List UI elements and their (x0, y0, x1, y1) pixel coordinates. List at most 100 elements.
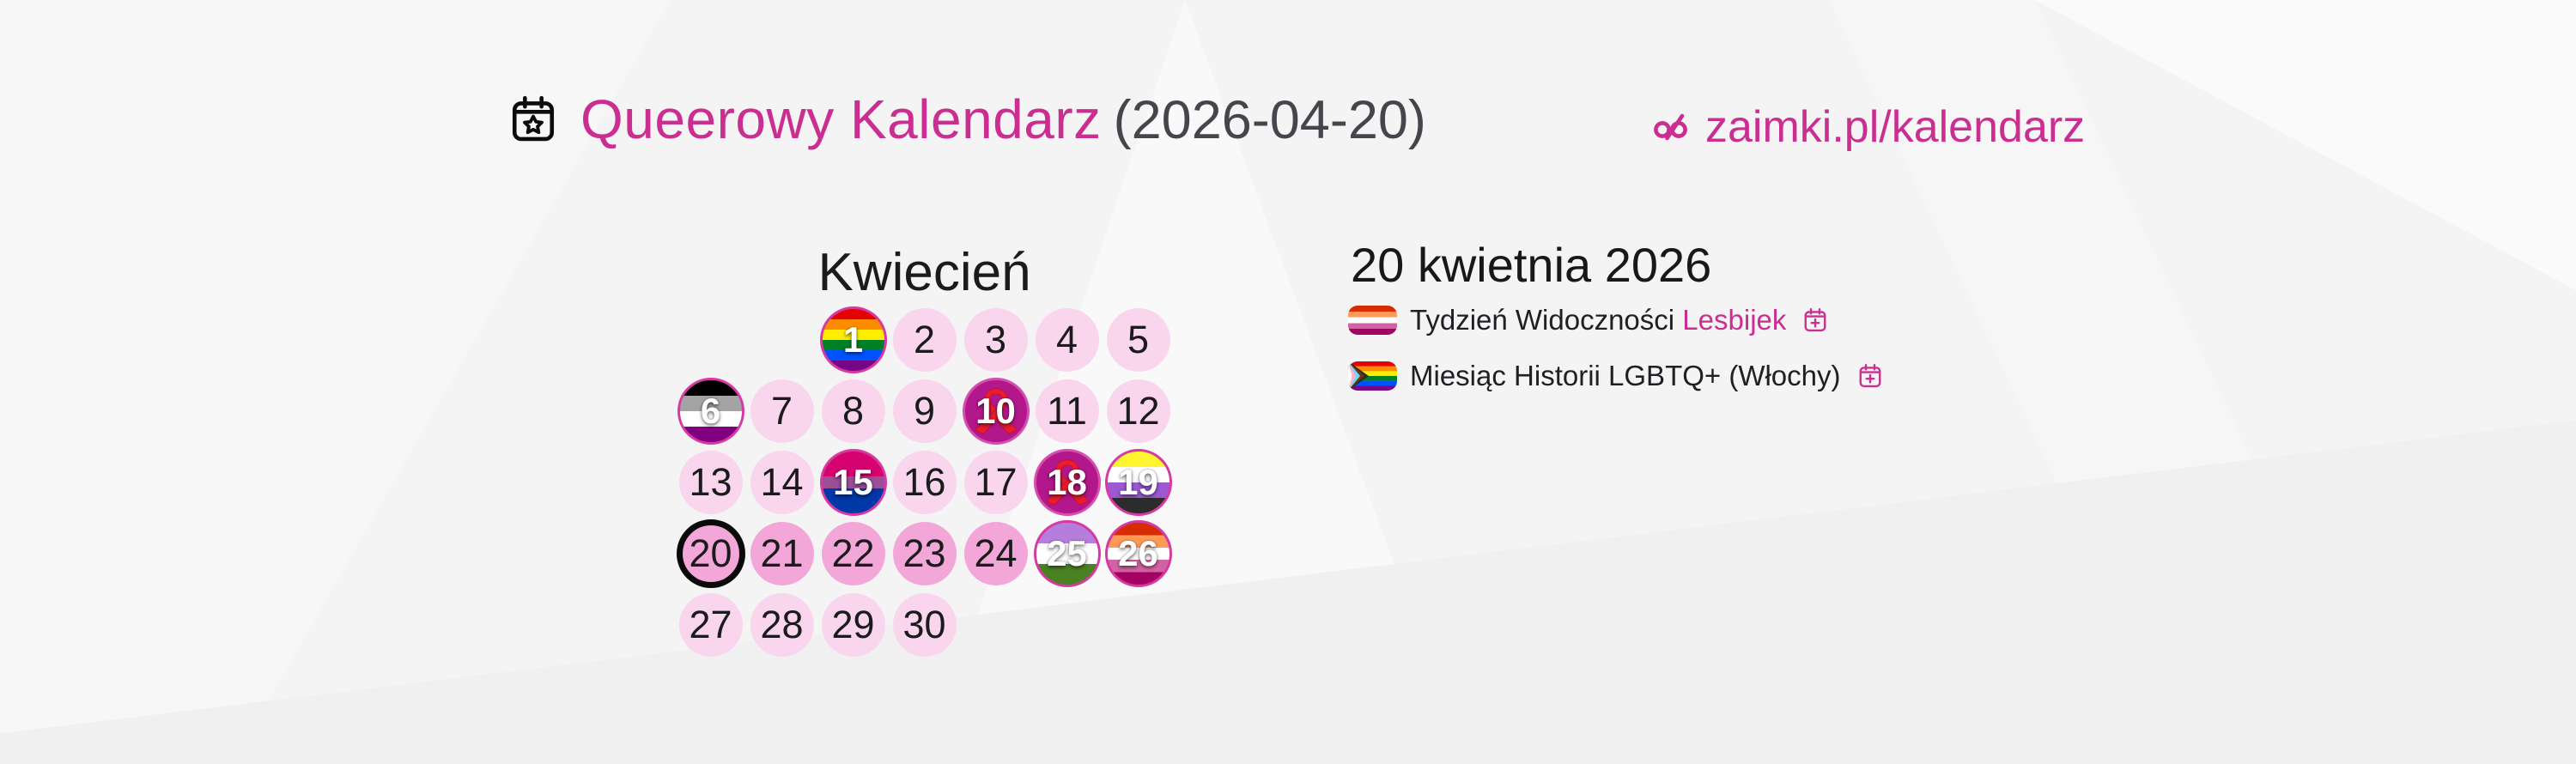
zaimki-logo-icon (1654, 113, 1687, 141)
month-title: Kwiecień (817, 243, 1031, 302)
page-title: Queerowy Kalendarz (2026-04-20) (580, 88, 1426, 151)
calendar-cell: 22 (817, 518, 889, 589)
day-13[interactable]: 13 (678, 450, 743, 514)
page-title-date: (2026-04-20) (1113, 90, 1426, 150)
site-link[interactable]: zaimki.pl/kalendarz (1652, 101, 2085, 153)
calendar-cell: 25 (1031, 518, 1103, 589)
day-2[interactable]: 2 (892, 307, 957, 372)
day-number: 5 (1127, 317, 1150, 361)
day-28[interactable]: 28 (750, 592, 814, 657)
calendar-cell: 19 (1103, 446, 1174, 518)
day-8[interactable]: 8 (821, 379, 885, 443)
day-number: 22 (831, 531, 875, 575)
day-15-bisexual-flag[interactable]: 15 (819, 448, 887, 516)
day-14[interactable]: 14 (750, 450, 814, 514)
calendar-cell: 27 (675, 589, 746, 660)
calendar-star-icon (512, 95, 555, 142)
day-4[interactable]: 4 (1035, 307, 1099, 372)
day-number: 29 (831, 602, 875, 646)
event-title: Miesiąc Historii LGBTQ+ (Włochy) (1410, 360, 1841, 391)
event-row: Tydzień Widoczności Lesbijek (1348, 304, 1883, 336)
lesbian-flag-icon (1348, 306, 1397, 335)
calendar-cell: 18 (1031, 446, 1103, 518)
site-link-text[interactable]: zaimki.pl/kalendarz (1705, 102, 2086, 152)
day-3[interactable]: 3 (963, 307, 1028, 372)
day-9[interactable]: 9 (892, 379, 957, 443)
day-number: 30 (902, 602, 946, 646)
day-number: 17 (974, 459, 1018, 504)
calendar-cell: 1 (817, 304, 889, 375)
event-title: Tydzień Widoczności Lesbijek (1410, 304, 1787, 336)
day-16[interactable]: 16 (892, 450, 957, 514)
day-17[interactable]: 17 (963, 450, 1028, 514)
day-number: 25 (1047, 532, 1087, 573)
calendar-cell: 24 (960, 518, 1031, 589)
calendar-cell: 14 (746, 446, 817, 518)
day-1-rainbow-flag[interactable]: 1 (819, 306, 887, 373)
day-29[interactable]: 29 (821, 592, 885, 657)
event-link[interactable]: Lesbijek (1682, 304, 1787, 336)
day-number: 3 (984, 317, 1007, 361)
calendar-cell: 29 (817, 589, 889, 660)
day-30[interactable]: 30 (892, 592, 957, 657)
calendar-cell: 4 (1031, 304, 1103, 375)
calendar-cell: 28 (746, 589, 817, 660)
page-title-text: Queerowy Kalendarz (580, 88, 1102, 150)
calendar-cell: 11 (1031, 375, 1103, 446)
event-row: Miesiąc Historii LGBTQ+ (Włochy) (1348, 360, 1883, 391)
selected-date-heading: 20 kwietnia 2026 (1351, 238, 1712, 292)
day-number: 11 (1047, 388, 1087, 433)
day-10-awareness-ribbon[interactable]: 10 (962, 377, 1030, 445)
day-number: 13 (689, 459, 732, 504)
day-23[interactable]: 23 (892, 521, 957, 585)
day-5[interactable]: 5 (1106, 307, 1170, 372)
day-26-lesbian-flag[interactable]: 26 (1104, 519, 1172, 587)
day-22[interactable]: 22 (821, 521, 885, 585)
day-number: 26 (1118, 532, 1158, 573)
day-11[interactable]: 11 (1035, 379, 1099, 443)
day-7[interactable]: 7 (750, 379, 814, 443)
day-number: 7 (770, 388, 793, 433)
day-number: 14 (760, 459, 804, 504)
day-18-awareness-ribbon[interactable]: 18 (1033, 448, 1101, 516)
day-number: 9 (913, 388, 936, 433)
day-number: 23 (902, 531, 946, 575)
calendar-cell: 13 (675, 446, 746, 518)
header: Queerowy Kalendarz (2026-04-20) (508, 88, 1426, 151)
calendar-cell: 7 (746, 375, 817, 446)
calendar-cell: 30 (889, 589, 960, 660)
day-number: 16 (902, 459, 946, 504)
day-12[interactable]: 12 (1106, 379, 1170, 443)
calendar-cell: 17 (960, 446, 1031, 518)
calendar-cell: 23 (889, 518, 960, 589)
day-number: 4 (1055, 317, 1078, 361)
day-number: 2 (913, 317, 936, 361)
day-number: 28 (760, 602, 804, 646)
day-27[interactable]: 27 (678, 592, 743, 657)
day-number: 10 (975, 390, 1016, 431)
day-number: 24 (974, 531, 1018, 575)
day-25-genderqueer-flag[interactable]: 25 (1033, 519, 1101, 587)
add-to-calendar-icon[interactable] (1802, 306, 1828, 334)
day-number: 18 (1047, 461, 1087, 502)
calendar-cell: 9 (889, 375, 960, 446)
day-24[interactable]: 24 (963, 521, 1028, 585)
day-number: 21 (760, 531, 804, 575)
day-20-today[interactable]: 20 (676, 518, 745, 588)
calendar-cell: 2 (889, 304, 960, 375)
event-list: Tydzień Widoczności Lesbijek Miesiąc His… (1348, 304, 1883, 391)
calendar-cell: 16 (889, 446, 960, 518)
day-6-asexual-flag[interactable]: 6 (677, 377, 744, 445)
add-to-calendar-icon[interactable] (1857, 362, 1883, 390)
day-number: 8 (841, 388, 865, 433)
calendar-cell: 3 (960, 304, 1031, 375)
calendar-cell: 26 (1103, 518, 1174, 589)
day-number: 20 (689, 531, 732, 575)
day-19-nonbinary-flag[interactable]: 19 (1104, 448, 1172, 516)
calendar-cell: 6 (675, 375, 746, 446)
day-21[interactable]: 21 (750, 521, 814, 585)
progress-flag-icon (1348, 361, 1397, 391)
calendar-cell: 15 (817, 446, 889, 518)
calendar-cell: 20 (675, 518, 746, 589)
